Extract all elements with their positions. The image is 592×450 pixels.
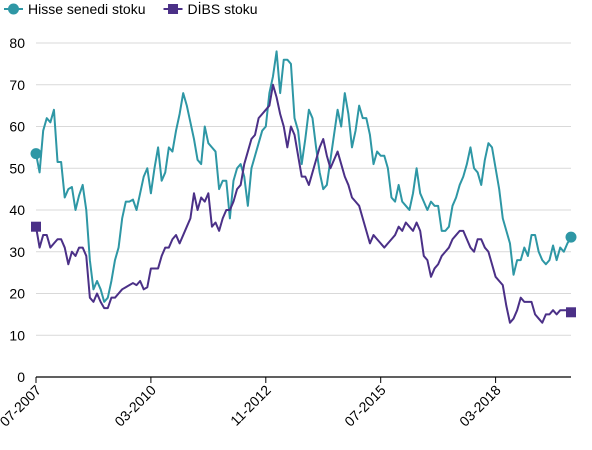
y-tick-label: 60 <box>9 119 25 135</box>
legend: Hisse senedi stoku DİBS stoku <box>4 0 258 17</box>
y-tick-label: 40 <box>9 202 25 218</box>
legend-label-0: Hisse senedi stoku <box>28 1 146 17</box>
y-tick-label: 80 <box>9 35 25 51</box>
gridlines <box>36 42 571 336</box>
legend-square-icon <box>168 4 179 14</box>
y-tick-label: 70 <box>9 77 25 93</box>
x-axis: 07-2007 03-2010 11-2012 07-2015 03-2018 <box>0 376 571 430</box>
x-tick-label: 07-2015 <box>341 382 389 430</box>
legend-circle-icon <box>8 3 19 15</box>
legend-label-1: DİBS stoku <box>188 0 258 17</box>
y-tick-label: 10 <box>9 327 25 343</box>
series-1-end-marker <box>566 307 576 318</box>
series-0-end-marker <box>565 231 577 243</box>
y-axis: 0 10 20 30 40 50 60 70 80 <box>9 35 25 385</box>
y-tick-label: 30 <box>9 244 25 260</box>
series-layer <box>30 50 577 324</box>
x-tick-label: 11-2012 <box>227 382 274 429</box>
series-1-end-marker <box>31 221 41 232</box>
x-tick-label: 03-2018 <box>456 382 504 430</box>
series-line-1 <box>35 83 572 324</box>
x-tick-label: 07-2007 <box>0 382 44 430</box>
x-tick-label: 03-2010 <box>111 382 159 430</box>
y-tick-label: 0 <box>17 369 25 385</box>
series-0-end-marker <box>30 148 42 160</box>
y-tick-label: 50 <box>9 160 25 176</box>
y-tick-label: 20 <box>9 286 25 302</box>
series-line-0 <box>35 50 572 303</box>
